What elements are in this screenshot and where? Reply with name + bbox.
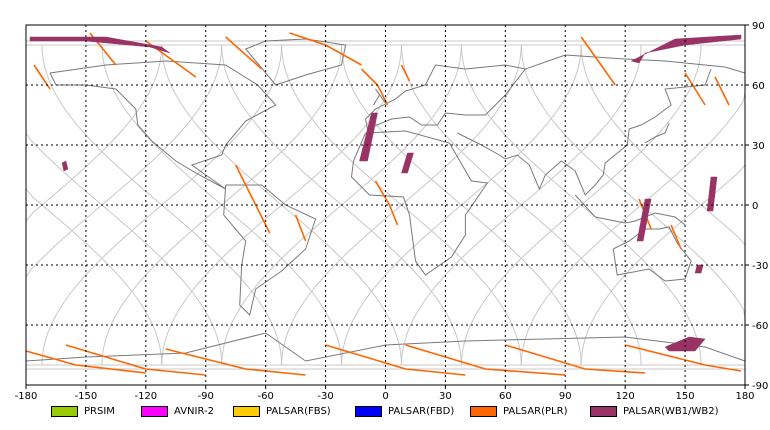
palsar-plr-track [25,350,146,374]
x-tick-label: 90 [559,391,572,402]
legend-swatch [470,405,497,417]
legend-label: PALSAR(WB1/WB2) [623,405,719,417]
coastline [644,122,670,144]
legend-palsar-wb: PALSAR(WB1/WB2) [590,404,719,418]
x-tick-label: 120 [616,391,635,402]
legend-palsar-fbs: PALSAR(FBS) [233,404,331,418]
palsar-wb-swath-antarctic [664,336,706,352]
legend-swatch [51,405,78,417]
palsar-plr-track [325,344,466,376]
legend-label: PRSIM [84,405,115,417]
palsar-plr-track [670,224,682,250]
palsar-wb-swath-north-africa [401,152,414,174]
legend-label: PALSAR(FBS) [266,405,331,417]
y-tick-label: -30 [752,261,768,272]
legend-swatch [141,405,168,417]
legend: PRSIM AVNIR-2 PALSAR(FBS) PALSAR(FBD) PALSAR… [0,400,770,422]
latitude-tick-labels: 90 60 30 0 -30 -60 -90 [745,21,768,392]
legend-swatch [355,405,382,417]
palsar-wb-swath-arctic-west [29,36,170,54]
palsar-wb-swaths [29,34,742,352]
coastline [373,88,386,106]
palsar-wb-swath-australia-north [636,198,652,242]
x-tick-label: 180 [735,391,754,402]
x-tick-label: -60 [257,391,273,402]
x-tick-label: -90 [198,391,214,402]
palsar-plr-track [405,344,566,376]
legend-palsar-plr: PALSAR(PLR) [470,404,567,418]
palsar-wb-swath-pacific-equator [706,176,718,212]
x-tick-label: 0 [382,391,388,402]
x-tick-label: 60 [499,391,512,402]
legend-label: PALSAR(FBD) [388,405,455,417]
x-tick-label: -150 [75,391,98,402]
legend-swatch [590,405,617,417]
palsar-plr-track [714,76,730,106]
legend-label: AVNIR-2 [174,405,214,417]
longitude-tick-labels: -180 -150 -120 -90 -60 -30 0 30 60 90 120 150 180 [15,385,755,402]
palsar-plr-track [580,36,616,86]
palsar-plr-track [294,214,307,242]
y-tick-label: 0 [752,201,758,212]
palsar-plr-track [400,64,411,82]
y-tick-label: -90 [752,381,768,392]
palsar-plr-track [374,180,399,226]
x-tick-label: 30 [439,391,452,402]
palsar-plr-track [165,348,306,376]
coastline [365,54,746,130]
x-tick-label: -180 [15,391,38,402]
y-tick-label: 60 [752,81,765,92]
palsar-plr-track [625,344,742,372]
coastline [223,184,317,316]
x-tick-label: -30 [317,391,333,402]
palsar-wb-swath-pacific-north [61,160,69,172]
y-tick-label: 30 [752,141,765,152]
legend-prsim: PRSIM [51,404,115,418]
legend-avnir2: AVNIR-2 [141,404,214,418]
palsar-plr-track [225,36,263,70]
coastline [574,194,686,226]
palsar-plr-track [684,72,706,106]
y-tick-label: -60 [752,321,768,332]
palsar-plr-tracks [25,32,742,376]
palsar-plr-track [65,344,206,376]
coastline [457,68,712,196]
x-tick-label: 150 [676,391,695,402]
coastline [365,64,526,120]
y-tick-label: 90 [752,21,765,32]
palsar-wb-swath-arctic-east [630,34,742,64]
palsar-plr-track [234,164,271,234]
lat-lon-grid [26,25,745,385]
palsar-wb-swath-atlantic-west-africa [359,112,378,162]
legend-label: PALSAR(PLR) [503,405,568,417]
x-tick-label: -120 [134,391,157,402]
legend-palsar-fbd: PALSAR(FBD) [355,404,454,418]
coastline [350,130,489,276]
legend-swatch [233,405,260,417]
